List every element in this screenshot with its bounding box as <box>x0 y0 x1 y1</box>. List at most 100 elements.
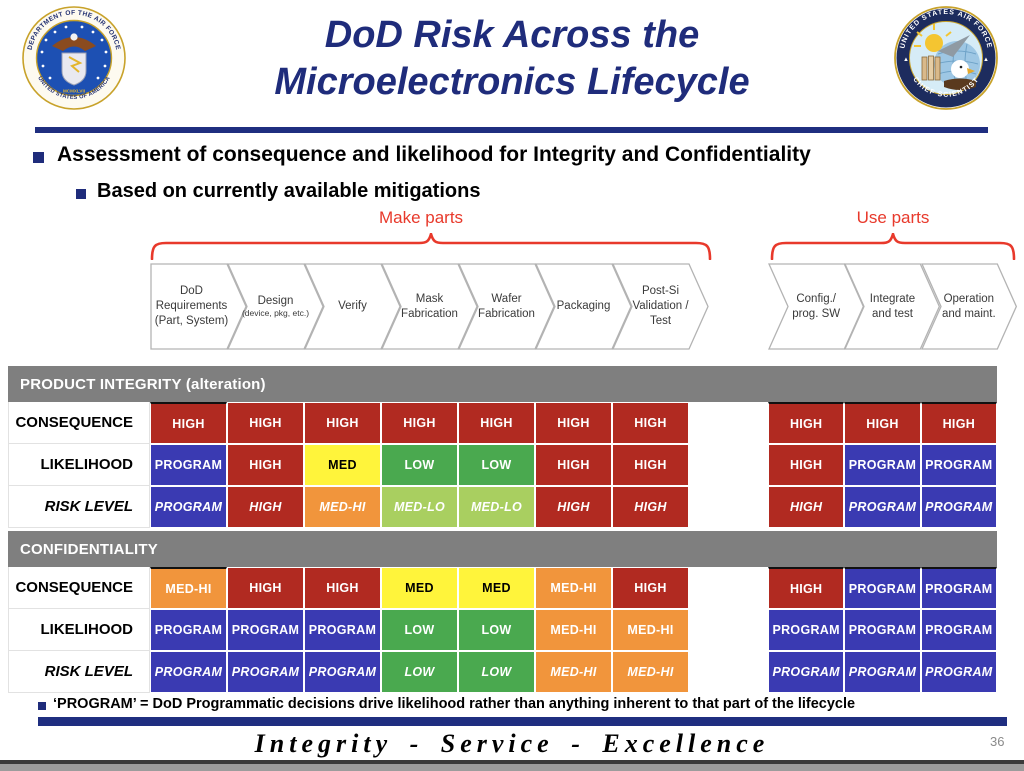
stage-text-line: Post-Si <box>641 285 680 298</box>
chevron-shape <box>458 263 555 350</box>
stage-text-subline: (device, pkg, etc.) <box>241 308 310 319</box>
risk-cell: HIGH <box>844 402 921 444</box>
stage-text-line: and test <box>872 307 913 320</box>
stage-text-line: Verify <box>338 300 367 313</box>
risk-cell: PROGRAM <box>844 567 921 609</box>
stage-text-line: (Part, System) <box>154 314 229 327</box>
stage-text-line: Operation <box>943 292 995 305</box>
program-footnote: ‘PROGRAM’ = DoD Programmatic decisions d… <box>53 696 856 712</box>
group-gap <box>689 486 768 528</box>
make-parts-brace <box>150 233 712 260</box>
book-icon <box>928 55 934 81</box>
lifecycle-stage-label: Operation and maint. <box>931 263 1007 350</box>
eagle-icon <box>52 37 96 51</box>
risk-cell: HIGH <box>381 402 458 444</box>
thunderbolt-icon <box>68 56 83 73</box>
risk-cell: HIGH <box>227 486 304 528</box>
chevron-shape <box>227 263 324 350</box>
section-band: PRODUCT INTEGRITY (alteration) <box>8 366 997 402</box>
stage-text-line: Integrate <box>869 292 916 305</box>
risk-cell: HIGH <box>150 402 227 444</box>
lifecycle-stage-label: Wafer Fabrication <box>468 263 545 350</box>
risk-cell: HIGH <box>612 444 689 486</box>
row-label: LIKELIHOOD <box>8 444 150 486</box>
row-label: RISK LEVEL <box>8 486 150 528</box>
row-label: CONSEQUENCE <box>8 402 150 444</box>
lifecycle-stage-label: Integrate and test <box>854 263 930 350</box>
risk-cell: HIGH <box>227 567 304 609</box>
eagle-head-icon <box>70 33 78 41</box>
make-parts-chevrons: DoD Requirements (Part, System) Design (devi… <box>150 263 712 350</box>
risk-cell: HIGH <box>612 567 689 609</box>
table-row: RISK LEVEL PROGRAM HIGH MED-HI MED-LO MED-LO H… <box>8 486 997 528</box>
chevron-shape <box>612 263 709 350</box>
group-gap <box>689 402 768 444</box>
risk-cell: HIGH <box>920 402 997 444</box>
lifecycle-stage-label: Packaging <box>545 263 622 350</box>
slide-title: DoD Risk Across the Microelectronics Lif… <box>140 12 884 106</box>
risk-cell: MED <box>304 444 381 486</box>
stage-text-line: Test <box>649 314 672 327</box>
risk-cell: HIGH <box>304 402 381 444</box>
risk-cell: HIGH <box>612 486 689 528</box>
stage-text-line: Validation / <box>632 300 689 313</box>
risk-cell: HIGH <box>612 402 689 444</box>
risk-cell: HIGH <box>227 444 304 486</box>
risk-cell: MED-HI <box>612 651 689 693</box>
chevron-shape <box>535 263 632 350</box>
risk-cell: HIGH <box>535 402 612 444</box>
risk-cell: MED-HI <box>535 609 612 651</box>
department-of-the-air-force-seal: DEPARTMENT OF THE AIR FORCE UNITED STATE… <box>22 6 126 110</box>
risk-cell: HIGH <box>458 402 535 444</box>
lifecycle-stage-label: Verify <box>314 263 391 350</box>
section-band: CONFIDENTIALITY <box>8 531 997 567</box>
lifecycle-stage-label: Post-Si Validation / Test <box>622 263 699 350</box>
risk-cell: PROGRAM <box>920 609 997 651</box>
footnote-divider-rule <box>38 717 1007 726</box>
risk-cell: MED-LO <box>381 486 458 528</box>
table-row: LIKELIHOOD PROGRAM HIGH MED LOW LOW HIGH HIGH HI… <box>8 444 997 486</box>
risk-cell: MED <box>458 567 535 609</box>
risk-cell: PROGRAM <box>150 651 227 693</box>
eagle-eye <box>959 65 963 69</box>
air-force-motto: Integrity - Service - Excellence <box>254 729 770 758</box>
risk-cell: MED-LO <box>458 486 535 528</box>
group-gap <box>689 609 768 651</box>
risk-cell: PROGRAM <box>227 609 304 651</box>
stage-text-line: and maint. <box>941 307 996 320</box>
bullet-main-text: Assessment of consequence and likelihood… <box>57 143 811 166</box>
slide-title-line2: Microelectronics Lifecycle <box>274 61 750 103</box>
lifecycle-stage-label: DoD Requirements (Part, System) <box>153 263 230 350</box>
risk-cell: PROGRAM <box>920 651 997 693</box>
aircraft-icon <box>938 35 970 57</box>
risk-cell: PROGRAM <box>150 609 227 651</box>
use-parts-brace <box>770 233 1016 260</box>
risk-cell: LOW <box>381 609 458 651</box>
bullet-square-icon <box>33 152 44 163</box>
risk-cell: LOW <box>381 651 458 693</box>
seal-year-text: MCMXLVII <box>63 89 85 94</box>
table-row: LIKELIHOOD PROGRAM PROGRAM PROGRAM LOW LOW MED… <box>8 609 997 651</box>
lifecycle-stage-label: Config./ prog. SW <box>778 263 854 350</box>
risk-cell: PROGRAM <box>920 444 997 486</box>
risk-cell: PROGRAM <box>844 486 921 528</box>
risk-cell: PROGRAM <box>768 651 845 693</box>
risk-cell: HIGH <box>227 402 304 444</box>
eagle-body <box>944 78 976 90</box>
risk-cell: PROGRAM <box>150 444 227 486</box>
risk-cell: HIGH <box>535 444 612 486</box>
slide-bottom-edge <box>0 760 1024 771</box>
risk-cell: LOW <box>458 651 535 693</box>
band-star-left: ▲ <box>903 57 909 63</box>
book-icon <box>921 56 928 81</box>
group-gap <box>689 567 768 609</box>
stage-text-line: Packaging <box>556 300 611 313</box>
stage-text-line: Config./ <box>796 292 836 305</box>
page-number: 36 <box>990 734 1005 749</box>
title-divider-rule <box>35 127 988 133</box>
make-parts-label: Make parts <box>378 208 464 227</box>
book-icon <box>934 56 941 81</box>
eagle-beak <box>967 68 975 74</box>
risk-cell: PROGRAM <box>227 651 304 693</box>
table-row: RISK LEVEL PROGRAM PROGRAM PROGRAM LOW LOW MED… <box>8 651 997 693</box>
